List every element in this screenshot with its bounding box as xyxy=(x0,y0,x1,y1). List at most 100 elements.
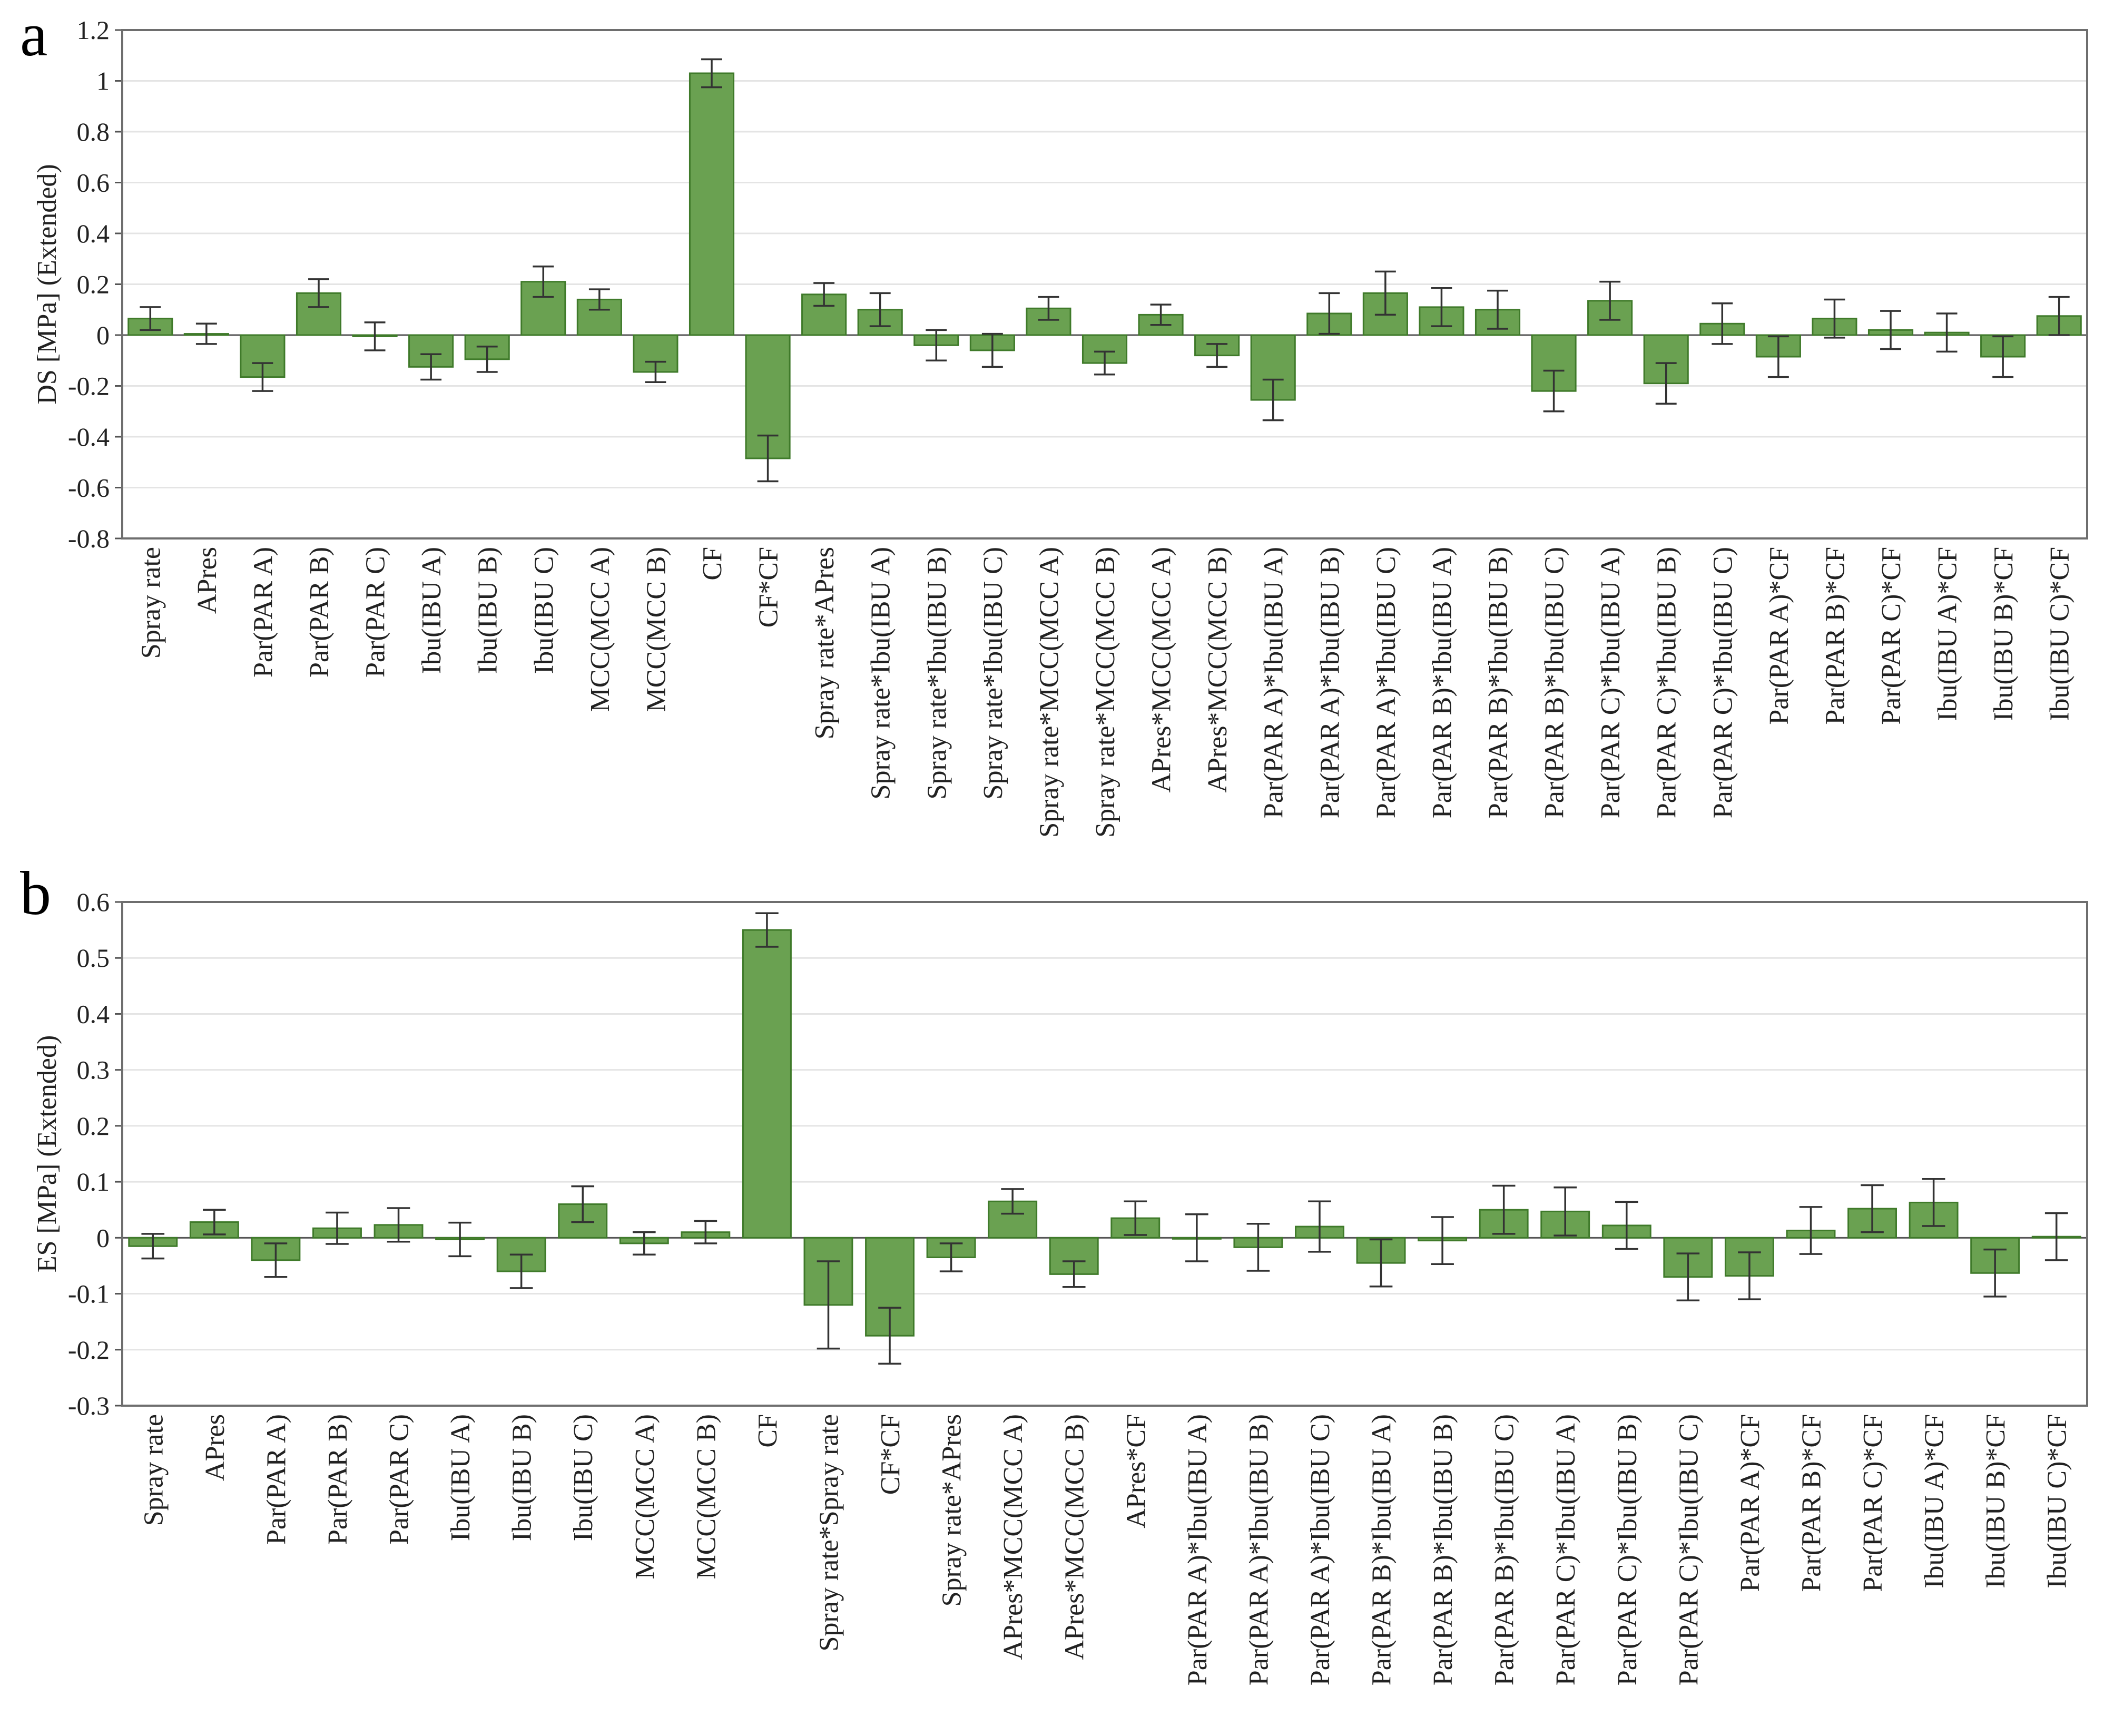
chart-b-error-bar-par-par-a xyxy=(264,1242,288,1278)
chart-a-y-axis-title: DS [MPa] (Extended) xyxy=(32,164,62,404)
chart-b-category-label: CF*CF xyxy=(876,1414,906,1495)
chart-b-error-bar-mcc-mcc-a xyxy=(632,1231,656,1256)
chart-b-category-label: APres*MCC(MCC B) xyxy=(1060,1414,1090,1660)
chart-a-category-label: Spray rate*Ibu(IBU C) xyxy=(978,547,1008,799)
chart-a-error-bar-mcc-mcc-b xyxy=(645,360,666,384)
chart-b-ytick-label: -0.1 xyxy=(68,1279,110,1309)
chart-b-error-bar-ibu-ibu-b-cf xyxy=(1983,1248,2007,1298)
chart-a-bar-cf xyxy=(689,72,735,336)
chart-b: 0.6 0.5 0.4 0.3 0.2 0.1 0 -0.1 -0.2 -0.3 Spray rat… xyxy=(32,887,2088,1685)
chart-b-error-bar-par-par-a-ibu-ibu-a xyxy=(1185,1213,1208,1262)
chart-b-category-label: Par(PAR A) xyxy=(261,1414,291,1545)
chart-a-category-label: Ibu(IBU C) xyxy=(529,547,559,674)
chart-b-error-bar-apres-cf xyxy=(1124,1200,1147,1236)
chart-b-error-bar-par-par-a-ibu-ibu-c xyxy=(1308,1200,1331,1253)
chart-a-plot-frame xyxy=(121,29,2088,540)
chart-b-error-bar-ibu-ibu-b xyxy=(509,1253,533,1289)
chart-a-category-label: Par(PAR B)*Ibu(IBU A) xyxy=(1427,547,1457,818)
chart-b-error-bar-ibu-ibu-c xyxy=(571,1185,595,1223)
chart-b-error-bar-par-par-c xyxy=(387,1207,410,1243)
chart-a-ytick-label: 1.2 xyxy=(77,15,110,45)
chart-a-error-bar-ibu-ibu-b-cf xyxy=(1992,335,2014,378)
chart-b-ytick-label: 0.1 xyxy=(77,1167,110,1196)
chart-b-error-bar-mcc-mcc-b xyxy=(694,1220,717,1244)
chart-b-error-bar-par-par-c-ibu-ibu-b xyxy=(1615,1201,1638,1250)
chart-a-category-label: Spray rate*Ibu(IBU A) xyxy=(866,547,896,799)
chart-a-error-bar-apres xyxy=(195,322,217,345)
chart-b-category-label: Par(PAR B)*Ibu(IBU B) xyxy=(1428,1414,1458,1685)
chart-a-category-label: Par(PAR C)*Ibu(IBU A) xyxy=(1596,547,1626,818)
chart-b-category-label: Par(PAR A)*Ibu(IBU A) xyxy=(1183,1414,1213,1685)
chart-a-error-bar-spray-rate-ibu-ibu-c xyxy=(981,332,1003,368)
chart-a-error-bar-spray-rate-apres xyxy=(813,282,835,307)
chart-a-error-bar-par-par-c-cf xyxy=(1880,310,1901,350)
chart-a-category-label: Ibu(IBU A) xyxy=(417,547,447,674)
chart-a-error-bar-par-par-c-ibu-ibu-b xyxy=(1655,362,1677,405)
chart-b-category-label: Spray rate*APres xyxy=(937,1414,967,1606)
chart-a-error-bar-par-par-a-ibu-ibu-b xyxy=(1319,292,1340,335)
chart-b-error-bar-spray-rate-apres xyxy=(939,1242,963,1272)
chart-b-category-label: Par(PAR C)*Ibu(IBU C) xyxy=(1674,1414,1704,1685)
chart-a-category-label: Ibu(IBU A)*CF xyxy=(1933,547,1963,721)
chart-a: 1.2 1 0.8 0.6 0.4 0.2 0 -0.2 -0.4 -0.6 -0.8 Spray r… xyxy=(32,15,2088,838)
chart-a-error-bar-spray-rate-ibu-ibu-a xyxy=(869,292,891,327)
chart-b-ytick-label: -0.2 xyxy=(68,1335,110,1365)
chart-b-ytick-label: 0.3 xyxy=(77,1055,110,1085)
chart-a-category-label: Par(PAR B)*Ibu(IBU B) xyxy=(1483,547,1513,818)
chart-b-ytick-label: 0.5 xyxy=(77,943,110,973)
chart-a-error-bar-ibu-ibu-a xyxy=(420,353,442,381)
chart-b-error-bar-cf xyxy=(755,912,779,948)
chart-a-category-label: Par(PAR A)*Ibu(IBU B) xyxy=(1315,547,1345,818)
chart-a-category-label: Par(PAR B) xyxy=(304,547,335,678)
chart-a-error-bar-par-par-b-ibu-ibu-a xyxy=(1431,287,1452,327)
chart-a-ytick-label: 0.6 xyxy=(77,168,110,198)
chart-b-category-label: Par(PAR B) xyxy=(323,1414,353,1545)
chart-b-category-label: Par(PAR C)*CF xyxy=(1858,1414,1888,1592)
chart-b-category-label: MCC(MCC B) xyxy=(691,1414,721,1580)
chart-b-error-bar-par-par-b xyxy=(326,1211,349,1245)
chart-b-category-label: Par(PAR A)*Ibu(IBU C) xyxy=(1305,1414,1335,1685)
chart-b-category-label: Par(PAR B)*Ibu(IBU A) xyxy=(1367,1414,1397,1685)
chart-a-error-bar-spray-rate xyxy=(140,306,161,331)
chart-a-error-bar-par-par-b-ibu-ibu-b xyxy=(1487,289,1508,330)
chart-b-category-label: APres*CF xyxy=(1121,1414,1151,1528)
chart-b-category-label: CF xyxy=(753,1414,783,1448)
chart-a-category-label: Par(PAR B)*Ibu(IBU C) xyxy=(1540,547,1570,818)
chart-a-category-label: Par(PAR A)*Ibu(IBU A) xyxy=(1259,547,1289,818)
chart-a-category-label: Spray rate xyxy=(136,547,166,659)
chart-a-error-bar-par-par-c-ibu-ibu-a xyxy=(1599,280,1621,321)
chart-a-error-bar-cf-cf xyxy=(757,434,779,483)
chart-b-ytick-label: 0 xyxy=(96,1223,110,1252)
chart-b-error-bar-spray-rate xyxy=(141,1233,165,1260)
chart-a-category-label: Ibu(IBU B) xyxy=(473,547,503,674)
chart-a-category-label: Spray rate*APres xyxy=(810,547,840,739)
chart-b-ytick-label: 0.6 xyxy=(77,887,110,917)
chart-a-category-label: Par(PAR A) xyxy=(248,547,278,678)
chart-a-category-label: Par(PAR B)*CF xyxy=(1820,547,1850,725)
chart-b-error-bar-cf-cf xyxy=(878,1307,901,1365)
chart-a-category-label: Spray rate*MCC(MCC A) xyxy=(1034,547,1064,838)
chart-a-ytick-label: -0.6 xyxy=(68,473,110,503)
chart-a-error-bar-spray-rate-mcc-mcc-a xyxy=(1038,296,1059,321)
chart-a-category-label: Par(PAR A)*Ibu(IBU C) xyxy=(1371,547,1401,818)
chart-b-plot-frame xyxy=(121,901,2088,1407)
chart-a-error-bar-apres-mcc-mcc-a xyxy=(1150,303,1172,326)
chart-b-ytick-label: 0.2 xyxy=(77,1111,110,1141)
chart-b-bar-cf xyxy=(742,929,792,1239)
chart-b-category-label: Par(PAR B)*CF xyxy=(1796,1414,1826,1592)
chart-b-error-bar-apres-mcc-mcc-b xyxy=(1062,1260,1086,1288)
chart-a-category-label: Spray rate*MCC(MCC B) xyxy=(1090,547,1120,838)
chart-a-error-bar-par-par-a-ibu-ibu-a xyxy=(1262,378,1284,421)
chart-a-ytick-label: 0 xyxy=(96,320,110,350)
chart-b-error-bar-ibu-ibu-a-cf xyxy=(1922,1178,1945,1227)
chart-a-category-label: Par(PAR C) xyxy=(361,547,391,678)
chart-b-category-label: Ibu(IBU B)*CF xyxy=(1981,1414,2011,1588)
chart-a-bar-par-par-b xyxy=(296,292,342,336)
chart-a-category-label: Par(PAR A)*CF xyxy=(1764,547,1794,725)
chart-a-ytick-label: -0.2 xyxy=(68,371,110,401)
chart-b-category-label: Par(PAR C)*Ibu(IBU B) xyxy=(1613,1414,1643,1685)
chart-a-error-bar-par-par-c-ibu-ibu-c xyxy=(1712,302,1733,345)
chart-a-error-bar-par-par-b-ibu-ibu-c xyxy=(1543,369,1565,413)
chart-b-category-label: Ibu(IBU A)*CF xyxy=(1920,1414,1950,1588)
chart-a-error-bar-par-par-c xyxy=(364,321,386,351)
